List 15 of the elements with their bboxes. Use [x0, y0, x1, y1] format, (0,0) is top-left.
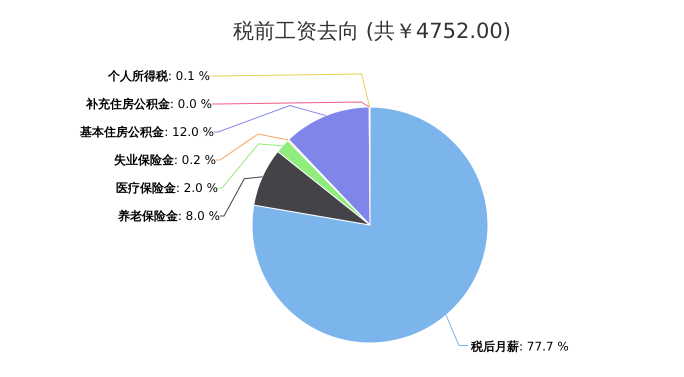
- data-label: : 0.1 %: [168, 69, 210, 83]
- data-label: : 2.0 %: [176, 181, 218, 195]
- slice-label: 医疗保险金: [116, 181, 177, 195]
- data-label: : 8.0 %: [178, 209, 220, 223]
- data-label: : 77.7 %: [518, 339, 569, 354]
- text: : 0.0 %: [170, 97, 212, 111]
- slice-label: 失业保险金: [114, 153, 175, 167]
- slice-label: 养老保险金: [116, 209, 179, 223]
- slice-label: 个人所得税: [106, 69, 169, 83]
- category-label: 补充住房公积金: [86, 97, 170, 111]
- slice-label: 税后月薪: [470, 339, 519, 354]
- chart-title: 税前工资去向 (共￥4752.00): [233, 19, 511, 43]
- data-label: : 12.0 %: [164, 125, 214, 139]
- data-label: : 0.2 %: [174, 153, 216, 167]
- slice-label: 基本住房公积金: [79, 125, 166, 139]
